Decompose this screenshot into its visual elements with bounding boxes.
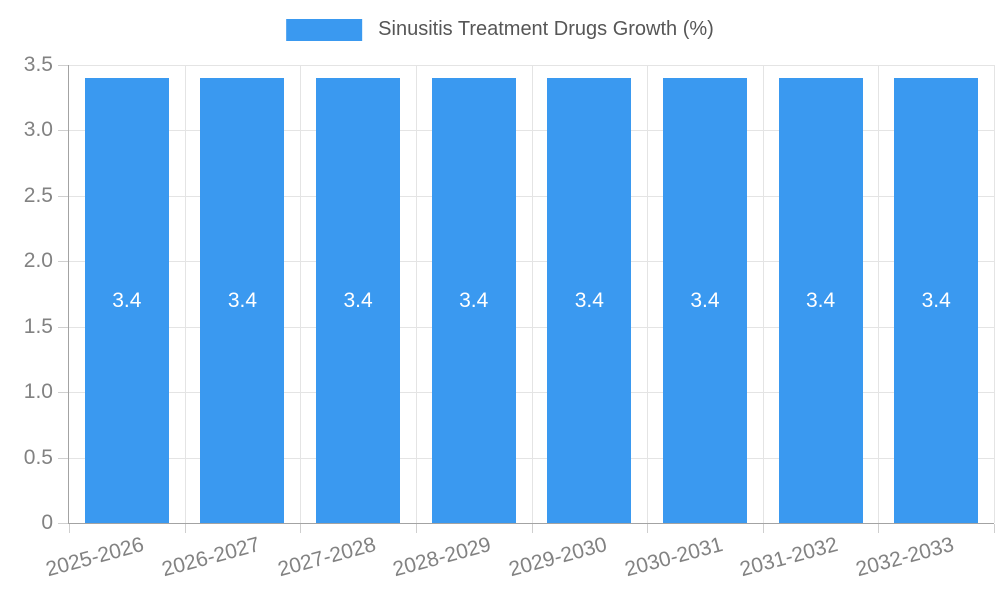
bar[interactable]: 3.4 bbox=[316, 78, 401, 523]
x-tick-mark bbox=[762, 524, 764, 533]
x-axis-tick-label: 2031-2032 bbox=[737, 533, 841, 582]
x-tick-mark bbox=[69, 524, 70, 533]
x-gridline bbox=[415, 65, 417, 523]
bar[interactable]: 3.4 bbox=[662, 78, 747, 523]
bar-value-label: 3.4 bbox=[227, 288, 258, 312]
bar-value-label: 3.4 bbox=[805, 288, 836, 312]
y-tick-mark bbox=[58, 457, 68, 459]
x-gridline bbox=[647, 65, 649, 523]
x-axis-tick-label: 2032-2033 bbox=[853, 533, 957, 582]
x-axis-tick-label: 2030-2031 bbox=[621, 533, 725, 582]
y-tick-mark bbox=[58, 326, 68, 328]
y-tick-mark bbox=[58, 65, 68, 66]
bar[interactable]: 3.4 bbox=[778, 78, 863, 523]
y-axis-tick-label: 3.5 bbox=[23, 53, 53, 76]
y-axis-tick-label: 2.0 bbox=[23, 249, 53, 273]
bar[interactable]: 3.4 bbox=[200, 78, 285, 523]
x-tick-mark bbox=[878, 524, 880, 533]
y-tick-mark bbox=[58, 392, 68, 394]
x-axis-tick-label: 2027-2028 bbox=[275, 533, 379, 582]
legend[interactable]: Sinusitis Treatment Drugs Growth (%) bbox=[286, 18, 714, 41]
bar-value-label: 3.4 bbox=[459, 288, 489, 312]
x-tick-mark bbox=[300, 524, 302, 533]
y-axis-tick-label: 0 bbox=[41, 511, 53, 534]
bar[interactable]: 3.4 bbox=[894, 78, 979, 523]
y-axis-tick-label: 2.5 bbox=[23, 183, 53, 207]
x-tick-mark bbox=[184, 524, 186, 533]
bar-value-label: 3.4 bbox=[343, 288, 373, 312]
x-axis-tick-label: 2029-2030 bbox=[506, 533, 610, 582]
x-gridline bbox=[878, 65, 880, 523]
x-gridline bbox=[531, 65, 533, 523]
y-axis-tick-label: 1.0 bbox=[23, 380, 53, 404]
legend-swatch-icon bbox=[286, 18, 363, 41]
bar-value-label: 3.4 bbox=[690, 288, 720, 312]
x-axis-tick-label: 2025-2026 bbox=[43, 533, 147, 582]
y-tick-mark bbox=[58, 261, 68, 263]
x-gridline bbox=[762, 65, 764, 523]
y-tick-mark bbox=[58, 195, 68, 197]
bar[interactable]: 3.4 bbox=[431, 78, 516, 523]
bar[interactable]: 3.4 bbox=[84, 78, 169, 523]
plot-area: 0 0.5 1.0 1.5 2.0 2.5 3.0 3.5 3.4 2025-2026 3.4 202… bbox=[24, 53, 995, 581]
bar[interactable]: 3.4 bbox=[547, 78, 632, 523]
y-tick-mark bbox=[58, 130, 68, 132]
x-tick-mark bbox=[415, 524, 417, 533]
x-axis-tick-label: 2026-2027 bbox=[159, 533, 263, 582]
y-tick-mark bbox=[58, 523, 68, 524]
x-gridline bbox=[184, 65, 186, 523]
y-axis-tick-label: 0.5 bbox=[23, 445, 53, 469]
x-tick-mark bbox=[531, 524, 533, 533]
x-axis-tick-label: 2028-2029 bbox=[390, 533, 494, 582]
bar-value-label: 3.4 bbox=[921, 288, 951, 312]
y-axis-tick-label: 1.5 bbox=[23, 314, 53, 338]
x-gridline bbox=[300, 65, 302, 523]
y-axis-tick-label: 3.0 bbox=[23, 118, 53, 142]
bar-value-label: 3.4 bbox=[574, 288, 604, 312]
legend-label: Sinusitis Treatment Drugs Growth (%) bbox=[378, 18, 714, 40]
x-tick-mark bbox=[647, 524, 649, 533]
x-tick-mark bbox=[994, 524, 995, 533]
x-gridline bbox=[994, 65, 995, 523]
bar-value-label: 3.4 bbox=[112, 288, 142, 312]
